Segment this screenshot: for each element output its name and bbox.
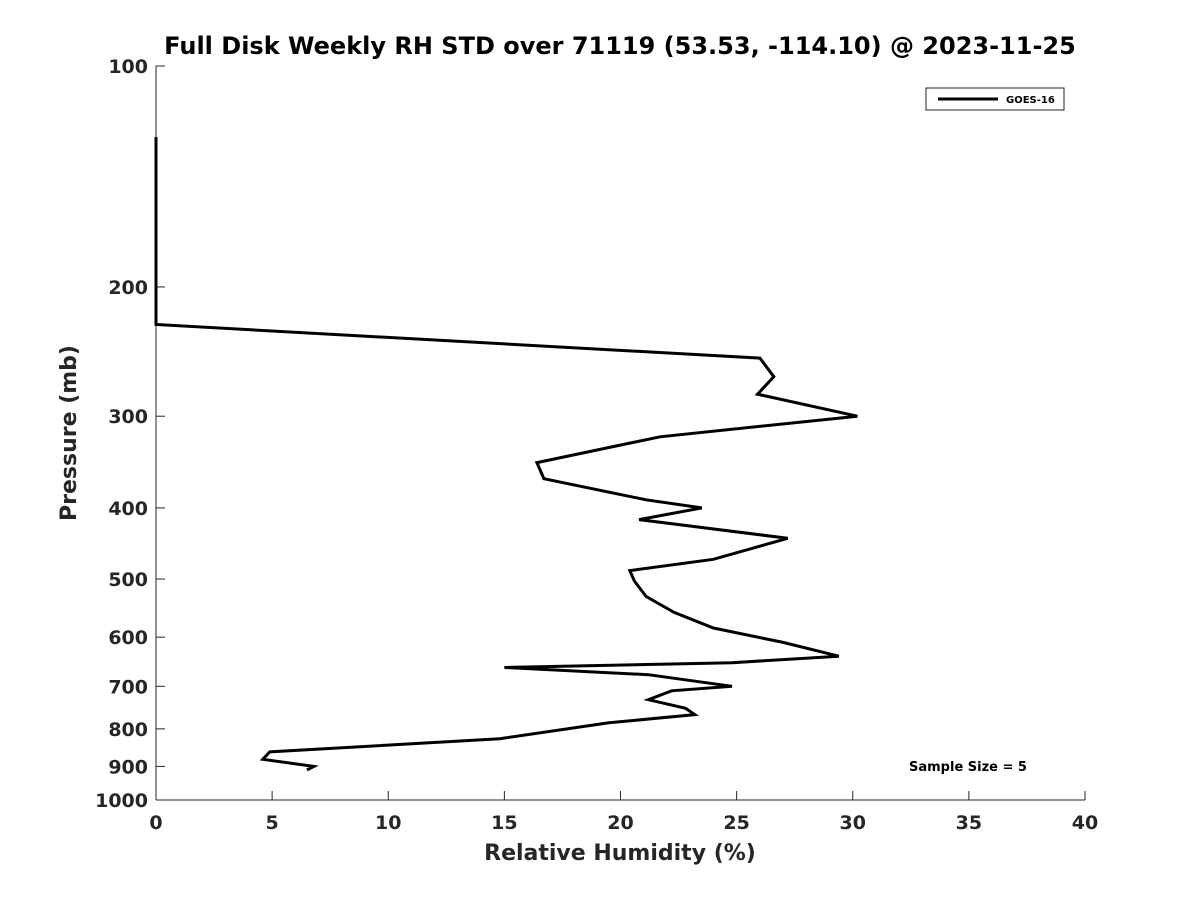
- chart-title: Full Disk Weekly RH STD over 71119 (53.5…: [164, 32, 1076, 60]
- series-line: [154, 137, 858, 772]
- plot-area: [155, 66, 1085, 801]
- y-tick-label: 900: [108, 756, 148, 778]
- y-tick-label: 800: [108, 719, 148, 741]
- x-tick-label: 0: [149, 812, 162, 834]
- y-tick-label: 600: [108, 627, 148, 649]
- x-tick-label: 15: [491, 812, 517, 834]
- y-tick-label: 400: [108, 498, 148, 520]
- series-group: [154, 137, 858, 772]
- legend-label: GOES-16: [1006, 95, 1055, 106]
- x-tick-label: 10: [375, 812, 401, 834]
- y-tick-label: 100: [108, 56, 148, 78]
- y-tick-label: 700: [108, 676, 148, 698]
- y-ticks: 100 200 300 400 500 600 700 800 900 1000: [95, 56, 165, 812]
- y-tick-label: 200: [108, 277, 148, 299]
- x-tick-label: 5: [266, 812, 279, 834]
- x-tick-label: 30: [840, 812, 866, 834]
- x-tick-label: 25: [723, 812, 749, 834]
- x-ticks: 0 5 10 15 20 25 30 35 40: [149, 791, 1098, 834]
- y-axis-label: Pressure (mb): [57, 345, 82, 521]
- x-axis-label: Relative Humidity (%): [484, 841, 756, 866]
- y-tick-label: 500: [108, 569, 148, 591]
- x-tick-label: 35: [956, 812, 982, 834]
- sample-size-annotation: Sample Size = 5: [909, 760, 1027, 775]
- legend: GOES-16: [925, 87, 1065, 111]
- y-tick-label: 300: [108, 406, 148, 428]
- x-tick-label: 20: [607, 812, 633, 834]
- y-tick-label: 1000: [95, 790, 148, 812]
- x-tick-label: 40: [1072, 812, 1098, 834]
